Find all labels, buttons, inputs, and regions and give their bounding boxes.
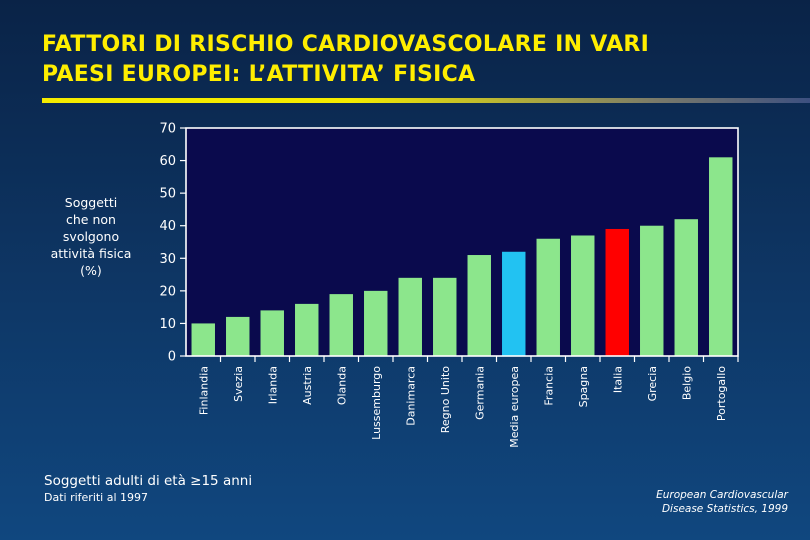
x-tick-label: Portogallo (715, 366, 728, 421)
bar (605, 228, 629, 356)
x-tick-label: Grecia (646, 366, 659, 401)
x-tick-label: Finlandia (197, 366, 210, 415)
y-axis-label-line: attività fisica (50, 246, 132, 261)
x-tick-label: Irlanda (266, 366, 279, 404)
y-axis-label-line: (%) (80, 263, 102, 278)
bar (398, 277, 422, 356)
x-tick-label: Germania (473, 366, 486, 420)
x-tick-label: Regno Unito (439, 366, 452, 433)
y-tick-label: 70 (159, 122, 176, 137)
source-line-1: European Cardiovascular (656, 489, 788, 501)
x-tick-label: Olanda (335, 366, 348, 405)
y-tick-label: 10 (159, 317, 176, 332)
bar (536, 238, 560, 356)
footnote: Soggetti adulti di età ≥15 anni Dati rif… (44, 472, 252, 506)
x-tick-label: Italia (611, 366, 624, 393)
x-tick-label: Media europea (508, 366, 521, 448)
footnote-line-2: Dati riferiti al 1997 (44, 491, 149, 504)
source-line-2: Disease Statistics, 1999 (661, 503, 788, 515)
x-tick-label: Belgio (680, 366, 693, 400)
footnote-line-1: Soggetti adulti di età ≥15 anni (44, 473, 253, 489)
bar (191, 323, 215, 356)
y-axis-label-line: Soggetti (64, 195, 118, 210)
bar (467, 255, 491, 356)
y-tick-label: 50 (159, 187, 176, 202)
x-tick-label: Francia (542, 366, 555, 406)
y-tick-label: 0 (168, 350, 176, 365)
y-tick-label: 40 (159, 219, 176, 234)
bar (709, 157, 733, 356)
bar (502, 251, 526, 356)
plot-frame (185, 127, 739, 357)
y-axis-label-line: svolgono (62, 229, 120, 244)
bar (674, 219, 698, 356)
bar (640, 225, 664, 356)
bar (329, 294, 353, 356)
title-underline (42, 98, 810, 103)
y-axis-label: Soggetti che non svolgono attività fisic… (30, 194, 152, 279)
x-tick-label: Spagna (577, 366, 590, 407)
y-tick-label: 30 (159, 252, 176, 267)
x-tick-label: Austria (301, 366, 314, 405)
x-tick-label: Svezia (232, 366, 245, 402)
bar (260, 310, 284, 356)
title-line-1: FATTORI DI RISCHIO CARDIOVASCOLARE IN VA… (42, 32, 650, 57)
bar (295, 303, 319, 356)
y-tick-label: 60 (159, 154, 176, 169)
y-axis-label-line: che non (66, 212, 116, 227)
bar (364, 290, 388, 356)
bar (433, 277, 457, 356)
title-line-2: PAESI EUROPEI: L’ATTIVITA’ FISICA (42, 62, 476, 87)
source-credit: European Cardiovascular Disease Statisti… (548, 488, 788, 516)
x-tick-label: Lussemburgo (370, 366, 383, 440)
page-title: FATTORI DI RISCHIO CARDIOVASCOLARE IN VA… (42, 30, 782, 90)
x-tick-label: Danimarca (404, 366, 417, 426)
bar (226, 316, 250, 356)
y-tick-label: 20 (159, 284, 176, 299)
bar (571, 235, 595, 356)
